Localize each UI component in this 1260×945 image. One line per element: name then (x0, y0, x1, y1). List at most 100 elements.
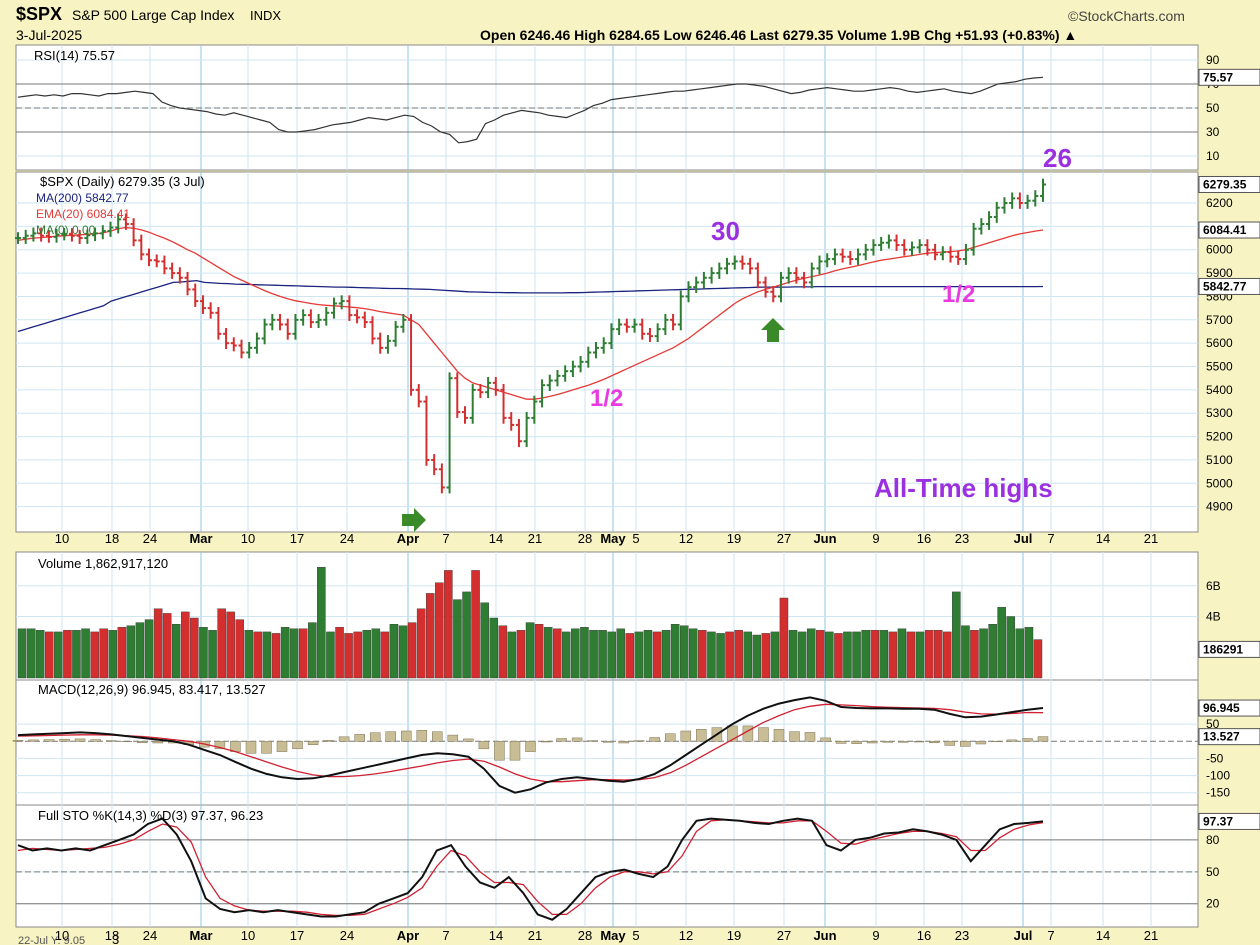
volume-bar (543, 627, 553, 679)
x-tick-label: 17 (290, 531, 304, 546)
volume-bar (625, 633, 635, 679)
volume-bar (208, 630, 217, 679)
volume-bar (562, 631, 571, 679)
volume-bar (162, 613, 172, 679)
bottom-first-label: 3 (112, 932, 119, 945)
rsi-title: RSI(14) 75.57 (34, 48, 115, 63)
volume-bar (54, 631, 63, 679)
x-tick-label: 9 (872, 928, 879, 943)
x-tick-label: 18 (105, 531, 119, 546)
x-tick-label: 5 (632, 928, 639, 943)
volume-bar (389, 624, 399, 679)
volume-bar (934, 630, 943, 679)
volume-bar (870, 630, 880, 679)
volume-bar (289, 628, 299, 679)
x-tick-label: 27 (777, 531, 791, 546)
volume-bar (807, 628, 816, 679)
macd-histogram-bar (851, 741, 862, 744)
volume-bar (344, 633, 353, 679)
volume-bar (471, 570, 480, 679)
ma200-line (17, 279, 1044, 333)
volume-bar (498, 625, 508, 679)
x-tick-label: 5 (632, 531, 639, 546)
macd-histogram-bar (929, 741, 940, 743)
volume-bar (834, 633, 843, 679)
x-tick-label: 14 (1096, 928, 1110, 943)
macd-histogram-bar (105, 740, 117, 742)
y-tick-label: 5600 (1206, 336, 1233, 350)
volume-bar (725, 631, 734, 679)
volume-bar (35, 630, 45, 679)
volume-bar (924, 630, 934, 679)
volume-bar (280, 627, 290, 679)
volume-bar (362, 630, 372, 679)
x-tick-label: 21 (1144, 928, 1158, 943)
volume-bar (126, 625, 136, 679)
x-tick-label: 24 (143, 531, 157, 546)
macd-histogram-bar (416, 730, 428, 742)
volume-bar (444, 570, 453, 679)
x-tick-label: 18 (105, 928, 119, 943)
macd-histogram-bar (944, 741, 956, 746)
y-tick-label: 5900 (1206, 266, 1233, 280)
x-tick-label: Jun (813, 531, 836, 546)
x-tick-label: 7 (442, 928, 449, 943)
volume-bar (852, 631, 861, 679)
volume-bar (888, 631, 898, 679)
volume-bar (816, 630, 825, 679)
y-tick-label: 4B (1206, 610, 1221, 624)
right-axis-ticks: 907050301075.576200610060005900580057005… (1198, 53, 1260, 911)
legend-ma200: MA(200) 5842.77 (36, 191, 129, 205)
volume-bar (271, 633, 281, 679)
volume-bar (81, 628, 90, 679)
legend-ema20: EMA(20) 6084.41 (36, 207, 130, 221)
volume-bar (525, 622, 535, 679)
y-tick-label: -150 (1206, 786, 1230, 800)
x-tick-label: 9 (872, 531, 879, 546)
macd-hist-value-label: 13.527 (1203, 730, 1240, 744)
volume-bar (353, 631, 362, 679)
x-tick-label: 7 (1047, 531, 1054, 546)
macd-histogram-bar (43, 739, 55, 742)
volume-bar (1015, 628, 1025, 679)
volume-bar (453, 599, 462, 679)
y-tick-label: 4900 (1206, 500, 1233, 514)
x-tick-label: Mar (189, 531, 212, 546)
index-name: S&P 500 Large Cap Index (72, 7, 235, 23)
volume-bar (462, 591, 471, 679)
volume-bar (117, 627, 127, 679)
y-tick-label: 5400 (1206, 383, 1233, 397)
macd-histogram-bar (1006, 739, 1018, 742)
macd-histogram-bar (401, 730, 412, 742)
macd-histogram-bar (665, 733, 676, 742)
macd-histogram-bar (90, 739, 101, 742)
volume-bar (616, 628, 626, 679)
macd-histogram-bar (276, 741, 288, 752)
y-tick-label: 90 (1206, 53, 1220, 67)
macd-histogram-bar (509, 741, 521, 761)
y-tick-label: 80 (1206, 833, 1220, 847)
macd-histogram-bar (478, 741, 490, 750)
x-tick-label: 12 (679, 531, 693, 546)
stochastic-panel (15, 804, 1199, 928)
x-tick-label: Apr (397, 531, 419, 546)
ema20-value-label: 6084.41 (1203, 223, 1247, 237)
x-axis-labels: 10 10 18 18 24 24 Mar Mar 10 10 17 17 24 24 Apr Apr 7 7 14… (55, 531, 1158, 943)
volume-bar (1024, 627, 1034, 679)
macd-histogram-bar (354, 734, 365, 742)
annotation-half-2: 1/2 (942, 281, 975, 308)
x-tick-label: 21 (528, 928, 542, 943)
volume-bar (779, 597, 789, 679)
volume-bar (26, 628, 36, 679)
ema20-value-label-box (1198, 221, 1260, 239)
volume-bar (1006, 616, 1016, 679)
macd-histogram-bar (975, 741, 987, 745)
volume-bar (979, 628, 988, 679)
volume-bar (589, 630, 598, 679)
annotation-half-1: 1/2 (590, 385, 623, 412)
x-tick-label: 19 (727, 531, 741, 546)
volume-bar (1033, 639, 1043, 679)
x-tick-label: 14 (489, 928, 503, 943)
x-tick-label: 14 (489, 531, 503, 546)
macd-histogram-bar (820, 737, 831, 742)
